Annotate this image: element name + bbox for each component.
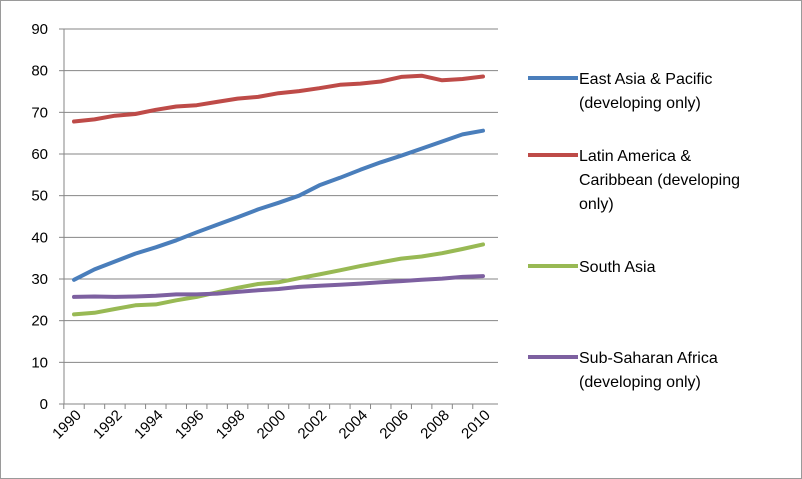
x-tick-label: 2000	[254, 407, 290, 443]
series-line-2	[72, 242, 485, 317]
legend: East Asia & Pacific (developing only) Lati…	[528, 71, 740, 391]
legend-label-3: Sub-Saharan Africa	[579, 350, 718, 367]
x-tick-label: 2002	[295, 407, 331, 443]
x-tick-label: 2008	[417, 407, 453, 443]
y-tick-label: 20	[31, 313, 48, 330]
x-tick-label: 2006	[376, 407, 412, 443]
legend-label-1: only)	[579, 196, 614, 213]
y-tick-label: 90	[31, 21, 48, 38]
legend-label-1: Caribbean (developing	[579, 172, 740, 189]
legend-label-0: East Asia & Pacific	[579, 71, 712, 88]
axes	[63, 29, 498, 405]
x-tick-label: 1992	[90, 407, 126, 443]
series-line-0	[72, 128, 485, 282]
legend-label-1: Latin America &	[579, 148, 691, 165]
x-tick-label: 1996	[172, 407, 208, 443]
legend-label-2: South Asia	[579, 259, 656, 276]
x-tick-label: 1990	[49, 407, 85, 443]
x-tick-label: 1998	[213, 407, 249, 443]
gridlines	[59, 28, 498, 409]
x-tick-label: 1994	[131, 407, 167, 443]
series-line-3	[72, 274, 485, 299]
x-tick-label: 2004	[336, 407, 372, 443]
y-tick-label: 50	[31, 188, 48, 205]
legend-label-0: (developing only)	[579, 95, 701, 112]
y-tick-label: 40	[31, 229, 48, 246]
series-lines	[72, 73, 485, 317]
y-tick-label: 10	[31, 354, 48, 371]
y-tick-label: 60	[31, 146, 48, 163]
y-tick-label: 80	[31, 63, 48, 80]
x-axis-tick-labels: 1990 1992 1994 1996 1998 2000 2002 2004 2006 2008…	[49, 407, 494, 443]
y-axis-tick-labels: 0 10 20 30 40 50 60 70 80 90	[31, 21, 48, 413]
x-tick-label: 2010	[458, 407, 494, 443]
series-line-1	[72, 73, 485, 124]
y-tick-label: 70	[31, 104, 48, 121]
y-tick-label: 30	[31, 271, 48, 288]
legend-label-3: (developing only)	[579, 374, 701, 391]
y-tick-label: 0	[40, 396, 48, 413]
